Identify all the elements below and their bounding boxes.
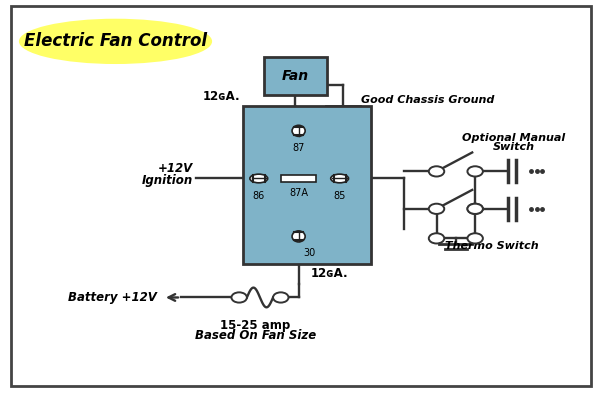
Text: +12V: +12V [158,162,193,175]
Ellipse shape [292,231,305,242]
Text: 12ɢA.: 12ɢA. [310,268,348,280]
Circle shape [467,233,483,243]
Text: 85: 85 [334,191,346,201]
Text: Good Chassis Ground: Good Chassis Ground [361,95,494,106]
Text: 87A: 87A [289,188,308,198]
Circle shape [467,204,483,214]
Text: Ignition: Ignition [142,174,193,187]
Text: 30: 30 [304,248,316,258]
Text: 86: 86 [253,191,265,201]
Bar [281,175,316,182]
Text: Electric Fan Control: Electric Fan Control [24,32,207,50]
Ellipse shape [19,19,212,64]
Text: Battery +12V: Battery +12V [68,291,157,304]
Text: 87: 87 [292,143,305,153]
Bar [264,57,326,95]
Text: 15-25 amp: 15-25 amp [220,319,290,331]
Circle shape [429,204,444,214]
Circle shape [273,292,289,303]
Circle shape [429,166,444,177]
Text: Switch: Switch [493,141,535,152]
Text: Optional Manual: Optional Manual [462,133,565,143]
Circle shape [467,166,483,177]
Bar [244,106,371,264]
Circle shape [429,233,444,243]
Ellipse shape [331,174,349,183]
Ellipse shape [292,125,305,136]
Text: Thermo Switch: Thermo Switch [445,241,538,251]
Text: 12ɢA.: 12ɢA. [203,90,241,103]
Circle shape [467,204,483,214]
Text: Based On Fan Size: Based On Fan Size [194,329,316,342]
Circle shape [232,292,247,303]
Text: Fan: Fan [282,69,309,83]
Ellipse shape [250,174,268,183]
